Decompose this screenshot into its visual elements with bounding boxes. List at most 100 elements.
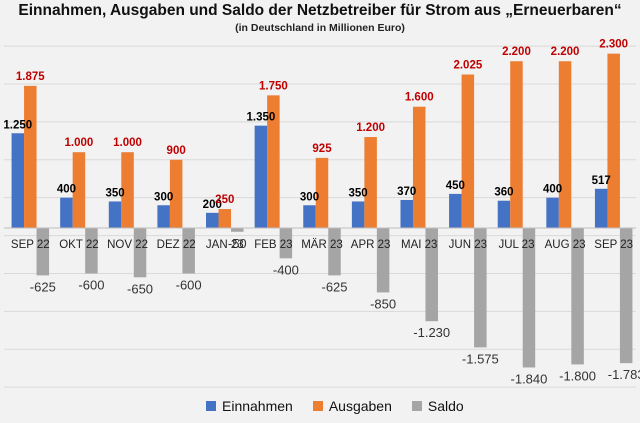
legend-swatch-saldo — [411, 401, 422, 411]
x-tick-label: JUL 23 — [498, 239, 534, 251]
data-label-saldo: -850 — [370, 296, 396, 311]
data-label-einnahmen: 517 — [592, 175, 611, 187]
data-label-saldo: -1.840 — [511, 371, 548, 386]
bar-saldo — [328, 228, 341, 276]
x-tick-label: MÄR 23 — [301, 239, 343, 251]
x-tick-label: APR 23 — [351, 239, 391, 251]
data-label-ausgaben: 1.000 — [113, 137, 142, 149]
bar-saldo — [425, 228, 438, 322]
data-label-saldo: -1.800 — [559, 368, 596, 383]
legend-swatch-ausgaben — [312, 401, 323, 411]
bar-einnahmen — [546, 197, 559, 228]
bar-einnahmen — [497, 200, 511, 228]
bar-ausgaben — [72, 152, 86, 228]
bar-ausgaben — [24, 85, 37, 228]
data-label-saldo: -600 — [78, 277, 104, 292]
x-tick-label: SEP 22 — [11, 239, 50, 251]
data-label-saldo: -600 — [176, 277, 202, 292]
legend-item-ausgaben: Ausgaben — [312, 398, 392, 414]
data-label-einnahmen: 350 — [349, 187, 368, 199]
legend-swatch-einnahmen — [206, 401, 216, 411]
data-label-ausgaben: 1.750 — [259, 80, 288, 92]
data-label-einnahmen: 450 — [446, 180, 465, 192]
bar-einnahmen — [254, 125, 268, 228]
data-label-saldo: -625 — [321, 279, 347, 294]
data-label-einnahmen: 300 — [154, 191, 173, 203]
data-label-einnahmen: 300 — [300, 191, 319, 203]
bar-ausgaben — [364, 137, 377, 228]
bar-saldo — [36, 228, 50, 276]
data-label-saldo: -650 — [127, 281, 153, 296]
bar-einnahmen — [206, 212, 219, 228]
bar-einnahmen — [60, 197, 73, 228]
data-label-ausgaben: 1.200 — [356, 122, 385, 134]
x-tick-label: DEZ 22 — [157, 239, 196, 251]
bar-saldo — [376, 228, 390, 293]
legend-label-saldo: Saldo — [427, 398, 464, 414]
bar-ausgaben — [267, 95, 280, 228]
data-label-ausgaben: 1.000 — [65, 137, 94, 149]
data-label-ausgaben: 1.600 — [405, 92, 434, 104]
x-tick-label: SEP 23 — [594, 239, 633, 251]
data-label-einnahmen: 200 — [203, 199, 222, 211]
bar-saldo — [522, 228, 536, 368]
data-label-saldo: -50 — [228, 236, 247, 251]
bar-saldo — [231, 228, 244, 232]
data-label-saldo: -400 — [273, 262, 299, 277]
data-label-einnahmen: 1.350 — [246, 112, 275, 124]
bar-ausgaben — [169, 159, 183, 228]
data-label-ausgaben: 900 — [167, 145, 186, 157]
data-label-ausgaben: 925 — [312, 143, 332, 155]
bar-einnahmen — [449, 193, 462, 228]
legend-label-einnahmen: Einnahmen — [222, 398, 293, 414]
x-tick-label: MAI 23 — [401, 239, 437, 251]
chart-subtitle: (in Deutschland in Millionen Euro) — [235, 22, 405, 34]
data-label-einnahmen: 400 — [57, 184, 76, 196]
bar-ausgaben — [121, 152, 134, 228]
bar-einnahmen — [400, 199, 413, 228]
data-label-einnahmen: 360 — [494, 187, 513, 199]
bar-einnahmen — [108, 201, 122, 228]
bar-ausgaben — [558, 61, 572, 228]
data-label-saldo: -1.575 — [462, 351, 499, 366]
x-tick-label: JUN 23 — [449, 239, 487, 251]
data-label-ausgaben: 2.200 — [551, 46, 580, 58]
bar-einnahmen — [11, 133, 25, 228]
data-label-saldo: -1.783 — [608, 367, 640, 382]
legend-item-einnahmen: Einnahmen — [206, 398, 293, 414]
bar-saldo — [85, 228, 98, 274]
x-tick-label: AUG 23 — [545, 239, 586, 251]
bar-einnahmen — [594, 188, 608, 228]
bar-einnahmen — [157, 205, 170, 228]
legend: Einnahmen Ausgaben Saldo — [206, 395, 464, 417]
bar-saldo — [571, 228, 584, 365]
data-label-ausgaben: 2.300 — [599, 39, 628, 51]
x-tick-label: FEB 23 — [254, 239, 292, 251]
data-label-saldo: -1.230 — [413, 325, 450, 340]
x-tick-label: JAN 23 — [206, 239, 244, 251]
data-label-saldo: -625 — [30, 279, 56, 294]
bar-saldo — [182, 228, 195, 274]
chart-title: Einnahmen, Ausgaben und Saldo der Netzbe… — [18, 2, 622, 19]
bar-ausgaben — [218, 209, 232, 228]
data-label-ausgaben: 250 — [215, 194, 234, 206]
data-label-einnahmen: 400 — [543, 184, 562, 196]
bar-ausgaben — [412, 106, 426, 228]
legend-label-ausgaben: Ausgaben — [328, 398, 392, 414]
bar-saldo — [619, 228, 633, 364]
data-label-ausgaben: 1.875 — [16, 71, 45, 83]
x-tick-label: NOV 22 — [107, 239, 148, 251]
data-label-einnahmen: 370 — [397, 186, 416, 198]
data-label-einnahmen: 1.250 — [3, 119, 32, 131]
data-label-ausgaben: 2.025 — [453, 60, 482, 72]
bar-ausgaben — [510, 61, 523, 228]
bar-saldo — [474, 228, 487, 348]
data-label-einnahmen: 350 — [105, 187, 124, 199]
bar-ausgaben — [461, 74, 475, 228]
bar-saldo — [279, 228, 293, 259]
data-label-ausgaben: 2.200 — [502, 46, 531, 58]
bar-ausgaben — [607, 53, 620, 228]
bar-einnahmen — [303, 205, 316, 228]
